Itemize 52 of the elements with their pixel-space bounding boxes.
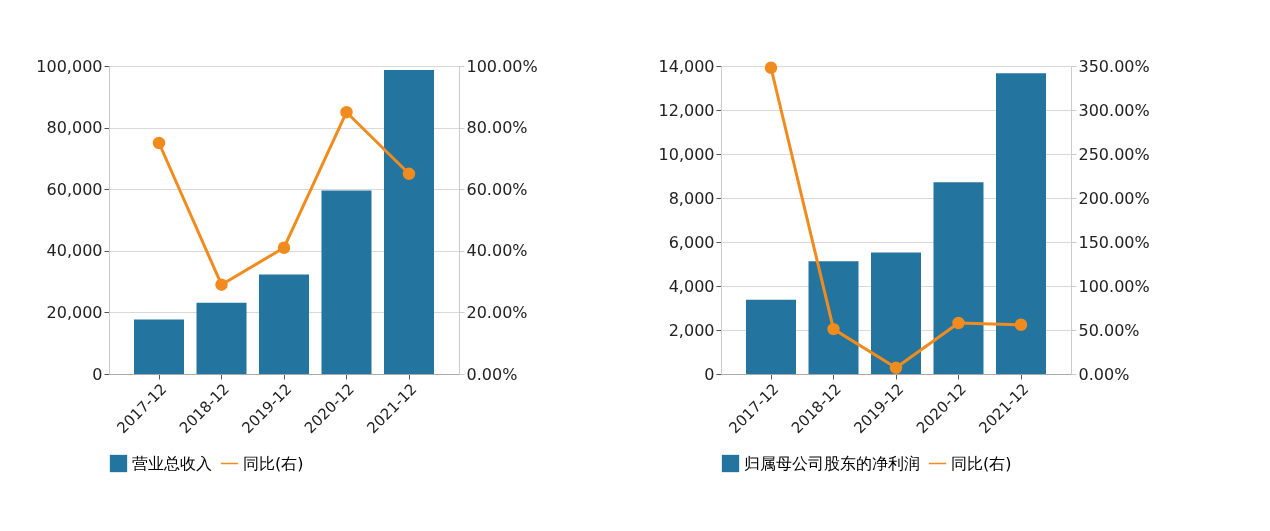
y-tick-label: 12,000 bbox=[658, 100, 715, 120]
y-tick-label: 8,000 bbox=[668, 188, 715, 208]
bar bbox=[134, 319, 184, 374]
y2-tick-label: 40.00% bbox=[466, 241, 528, 261]
y-tick-label: 0 bbox=[92, 364, 103, 384]
point bbox=[764, 61, 778, 74]
y2-tick-label: 60.00% bbox=[466, 179, 528, 199]
y-tick-label: 6,000 bbox=[668, 232, 715, 252]
y2-tick-label: 0.00% bbox=[1078, 364, 1130, 384]
y2-tick-label: 20.00% bbox=[466, 302, 528, 322]
point bbox=[277, 241, 291, 254]
bar bbox=[933, 182, 984, 374]
y-tick-label: 4,000 bbox=[668, 276, 715, 296]
y-tick-label: 14,000 bbox=[658, 56, 715, 76]
legend-label: 归属母公司股东的净利润 bbox=[744, 453, 920, 473]
bar bbox=[259, 274, 309, 374]
y2-tick-label: 100.00% bbox=[1078, 276, 1150, 296]
y2-tick-label: 200.00% bbox=[1078, 188, 1150, 208]
point bbox=[152, 136, 166, 150]
bar bbox=[871, 252, 921, 374]
y2-tick-label: 100.00% bbox=[466, 56, 538, 76]
y2-tick-label: 350.00% bbox=[1078, 56, 1150, 76]
y-tick-label: 100,000 bbox=[36, 56, 103, 76]
legend-label: 同比(右) bbox=[243, 453, 304, 473]
y-tick-label: 10,000 bbox=[658, 144, 715, 164]
y-tick-label: 20,000 bbox=[46, 302, 103, 322]
y2-tick-label: 50.00% bbox=[1078, 320, 1140, 340]
y-tick-label: 60,000 bbox=[46, 179, 103, 199]
point bbox=[952, 316, 965, 330]
y2-tick-label: 300.00% bbox=[1078, 100, 1150, 120]
point bbox=[889, 361, 903, 375]
y-tick-label: 2,000 bbox=[668, 320, 715, 340]
point bbox=[340, 105, 353, 119]
bar bbox=[808, 261, 859, 374]
bar bbox=[321, 190, 372, 374]
bar bbox=[196, 302, 247, 374]
y-tick-label: 0 bbox=[704, 364, 715, 384]
point bbox=[215, 278, 228, 291]
y-tick-label: 40,000 bbox=[46, 241, 103, 261]
y2-tick-label: 250.00% bbox=[1078, 144, 1150, 164]
bar bbox=[384, 70, 434, 374]
y2-tick-label: 150.00% bbox=[1078, 232, 1150, 252]
bar bbox=[996, 73, 1046, 374]
y2-tick-label: 80.00% bbox=[466, 118, 528, 138]
point bbox=[827, 322, 840, 336]
point bbox=[1014, 318, 1028, 331]
legend-label: 营业总收入 bbox=[132, 453, 212, 473]
y2-tick-label: 0.00% bbox=[466, 364, 518, 384]
point bbox=[402, 167, 416, 181]
bar bbox=[746, 299, 796, 374]
legend-label: 同比(右) bbox=[951, 453, 1012, 473]
y-tick-label: 80,000 bbox=[46, 118, 103, 138]
